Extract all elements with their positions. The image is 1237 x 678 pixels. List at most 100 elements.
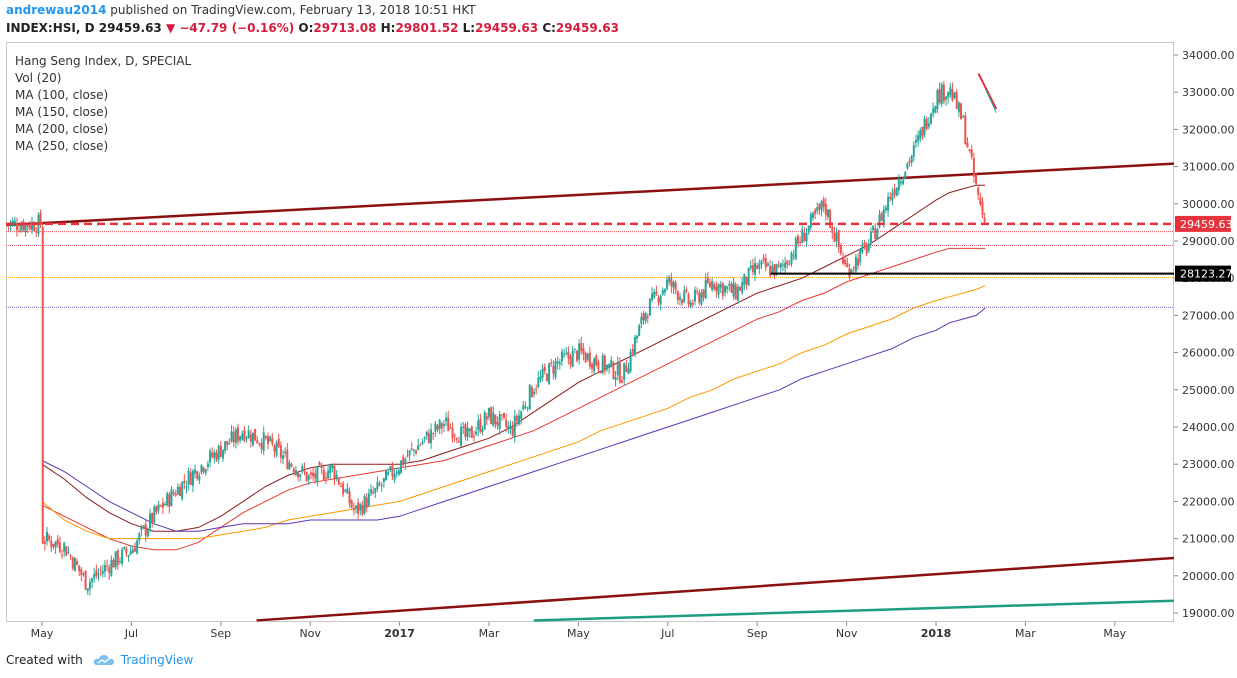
candle-body [563, 354, 566, 356]
candle-body [82, 573, 85, 575]
candle-body [648, 298, 651, 316]
candle-body [56, 538, 59, 545]
candle-body [84, 570, 87, 590]
candle-body [824, 203, 827, 216]
candle-body [745, 276, 748, 285]
candle-body [406, 455, 409, 457]
candle-body [335, 475, 338, 480]
y-tick-label: 26000.00 [1182, 347, 1235, 360]
candle-body [747, 267, 750, 286]
candle-body [269, 436, 272, 441]
candle-body [771, 266, 774, 274]
candle-body [962, 116, 965, 118]
candle-body [436, 425, 439, 430]
candle-body [859, 248, 862, 263]
candle-body [676, 291, 679, 300]
candle-body [524, 406, 527, 408]
candle-body [696, 291, 699, 293]
candle-body [211, 452, 214, 458]
candle-body [488, 407, 490, 418]
candle-body [934, 106, 937, 113]
candle-body [786, 260, 789, 265]
candle-body [820, 200, 823, 211]
candle-body [816, 207, 819, 212]
candle-body [586, 353, 589, 360]
plot-area[interactable] [6, 42, 1174, 622]
candle-body [267, 436, 270, 444]
candle-body [938, 88, 941, 103]
candle-body [367, 493, 370, 506]
candle-body [256, 440, 259, 444]
candle-body [309, 472, 312, 475]
candle-body [346, 488, 349, 494]
candle-body [505, 419, 508, 428]
candle-body [103, 565, 106, 572]
candle-body [571, 350, 574, 368]
x-tick-label: May [31, 627, 54, 640]
candle-body [400, 460, 403, 473]
candle-body [140, 527, 143, 531]
candle-body [363, 495, 366, 514]
candle-body [799, 241, 802, 243]
candle-body [402, 457, 405, 466]
candle-body [445, 417, 448, 422]
candle-body [101, 571, 104, 574]
candle-body [447, 417, 450, 432]
candle-body [751, 265, 754, 273]
candle-body [466, 427, 469, 438]
candle-body [479, 418, 482, 433]
candle-body [262, 432, 265, 451]
candle-body [775, 263, 778, 274]
candle-body [621, 380, 624, 383]
legend-item-ma200: MA (200, close) [15, 122, 109, 136]
candle-body [357, 502, 360, 514]
candle-body [136, 540, 139, 554]
x-tick-label: Jul [124, 627, 138, 640]
candle-body [142, 525, 145, 528]
candle-body [372, 491, 375, 494]
candle-body [123, 546, 126, 550]
candle-body [20, 225, 23, 231]
candle-body [904, 171, 907, 179]
candle-body [33, 223, 36, 231]
candle-body [15, 223, 18, 231]
candle-body [960, 103, 963, 120]
close-value: 29459.63 [555, 21, 619, 35]
candle-body [556, 361, 559, 364]
plot-layer [6, 73, 1174, 622]
author-link[interactable]: andrewau2014 [6, 3, 107, 17]
candle-body [711, 281, 714, 290]
candle-body [627, 368, 630, 375]
candle-body [809, 214, 812, 228]
y-tick-label: 21000.00 [1182, 533, 1235, 546]
price-label-text: 29459.63 [1180, 218, 1233, 231]
candle-body [777, 265, 780, 267]
candle-body [781, 264, 784, 266]
tradingview-link[interactable]: TradingView [120, 653, 194, 667]
candle-body [172, 492, 175, 494]
candle-body [121, 549, 124, 564]
candle-body [704, 279, 707, 299]
candle-body [670, 278, 673, 287]
candle-body [681, 299, 684, 304]
candle-body [95, 570, 98, 577]
candle-body [63, 542, 66, 552]
open-value: 29713.08 [313, 21, 377, 35]
candle-body [736, 286, 739, 301]
candle-body [131, 549, 134, 554]
candle-body [301, 465, 304, 471]
legend-item-ma100: MA (100, close) [15, 88, 109, 102]
candle-body [902, 180, 905, 185]
candle-body [646, 316, 649, 318]
candle-body [118, 561, 121, 563]
candle-body [432, 432, 435, 434]
candle-body [423, 436, 426, 439]
candle-body [612, 362, 615, 379]
candle-body [749, 265, 752, 269]
candle-body [758, 263, 761, 269]
candle-body [181, 481, 184, 499]
candle-body [284, 451, 287, 454]
candle-body [455, 438, 458, 440]
candle-body [387, 471, 390, 475]
